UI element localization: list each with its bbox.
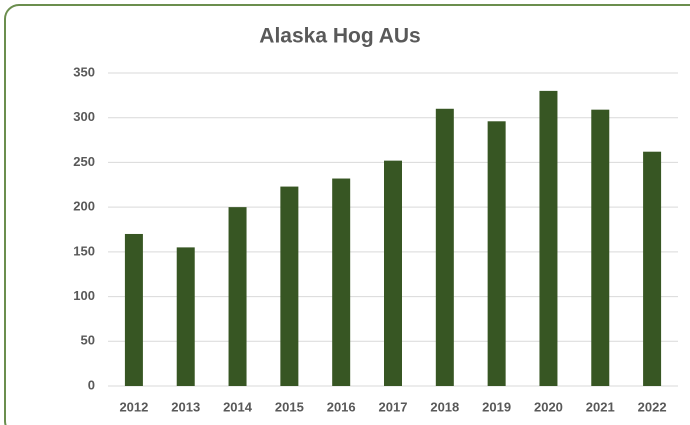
y-tick-label: 250 — [73, 154, 95, 169]
y-tick-label: 0 — [88, 377, 95, 392]
bar — [384, 160, 402, 386]
x-tick-label: 2019 — [482, 399, 511, 414]
bar — [280, 186, 299, 386]
x-tick-label: 2018 — [430, 399, 459, 414]
y-tick-label: 150 — [73, 243, 95, 258]
bar — [124, 233, 143, 386]
x-tick-label: 2022 — [638, 399, 667, 414]
y-tick-label: 50 — [81, 333, 95, 348]
bar — [332, 178, 351, 386]
bar — [176, 247, 195, 386]
y-tick-label: 200 — [73, 199, 95, 214]
chart-title: Alaska Hog AUs — [259, 25, 420, 48]
y-tick-label: 100 — [73, 288, 95, 303]
bar — [228, 207, 247, 386]
x-tick-label: 2014 — [223, 399, 253, 414]
x-tick-label: 2021 — [586, 399, 615, 414]
bar — [539, 90, 558, 386]
y-tick-label: 300 — [73, 109, 95, 124]
x-tick-label: 2015 — [275, 399, 304, 414]
x-tick-label: 2020 — [534, 399, 563, 414]
bar — [487, 121, 506, 386]
y-tick-label: 350 — [73, 64, 95, 79]
x-tick-label: 2013 — [171, 399, 200, 414]
x-tick-label: 2012 — [119, 399, 148, 414]
bar — [643, 151, 662, 386]
bar — [591, 109, 610, 386]
bar — [435, 108, 454, 387]
x-tick-label: 2017 — [379, 399, 408, 414]
x-tick-label: 2016 — [327, 399, 356, 414]
